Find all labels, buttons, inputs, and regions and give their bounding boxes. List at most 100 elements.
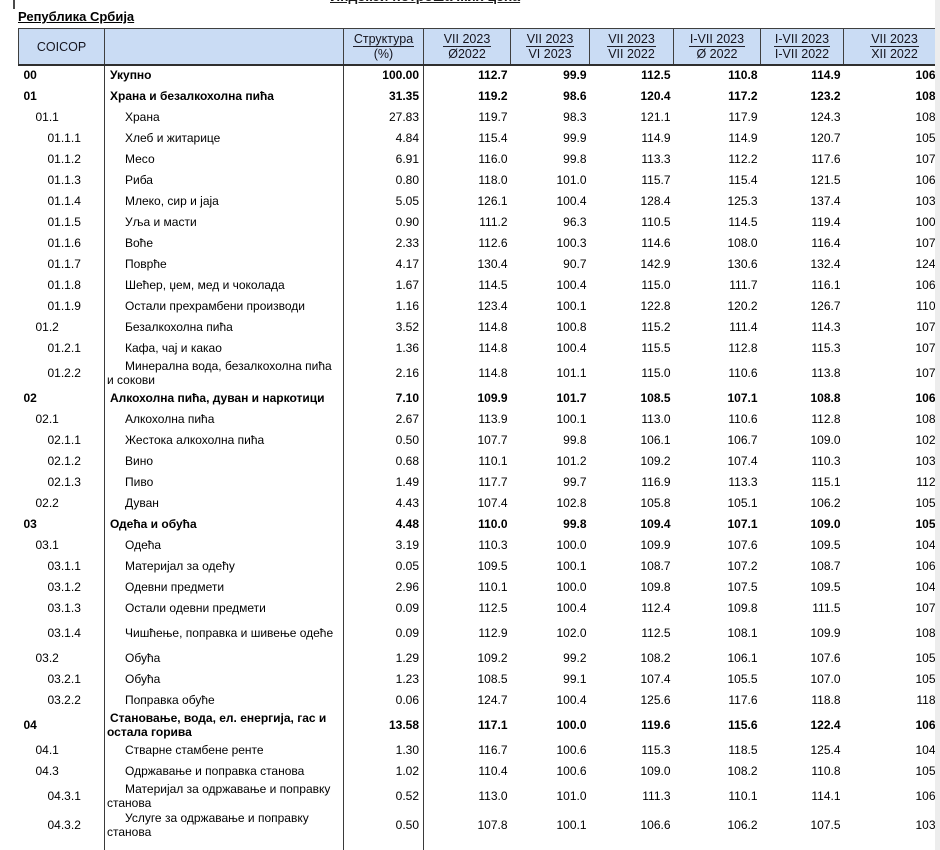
- category-name: Алкохолна пића, дуван и наркотици: [104, 388, 344, 409]
- index-value-3: 112.4: [641, 600, 671, 615]
- index-value-3: 115.5: [641, 340, 671, 355]
- index-value-1: 123.4: [477, 298, 508, 313]
- index-value-3: 114.6: [641, 235, 671, 250]
- index-value-6: 104.5: [915, 579, 940, 594]
- index-value-1: 107.7: [477, 432, 508, 447]
- index-value-6: 106.8: [915, 717, 940, 732]
- coicop-code: 02.1: [18, 409, 105, 430]
- category-name: Дуван: [104, 493, 344, 514]
- index-value-3: 128.4: [640, 193, 671, 208]
- index-value-5: 122.4: [810, 717, 841, 732]
- index-value-6: 124.5: [915, 256, 940, 271]
- index-value-5: 118.8: [811, 692, 841, 707]
- structure-value: 1.67: [343, 275, 424, 296]
- index-4-denominator: Ø 2022: [696, 47, 738, 61]
- index-value-2: 99.2: [563, 650, 587, 665]
- index-value-3: 108.2: [640, 650, 671, 665]
- structure-value: 4.17: [343, 254, 424, 275]
- index-value-2: 100.1: [556, 558, 587, 573]
- index-value-6: 106.5: [915, 558, 940, 573]
- page-title: Индекси потрошачких цена: [330, 0, 520, 4]
- category-name: Поврће: [104, 254, 344, 275]
- structure-value: [343, 840, 424, 850]
- index-value-1: 110.1: [478, 579, 508, 594]
- category-name: Одећа и обућа: [104, 514, 344, 535]
- structure-value: 27.83: [343, 107, 424, 128]
- index-value-5: 107.0: [810, 671, 841, 686]
- index-value-6: 102.5: [915, 432, 940, 447]
- index-value-1: [424, 840, 511, 850]
- category-name: Месо: [104, 149, 344, 170]
- index-value-4: 120.2: [727, 298, 758, 313]
- index-value-5: 132.4: [810, 256, 841, 271]
- index-value-1: 114.5: [478, 277, 508, 292]
- table-row: 01.1.4 Млеко, сир и јаја 5.05 126.1 100.…: [18, 191, 940, 212]
- table-row: 02.1 Алкохолна пића 2.67 113.9 100.1 113…: [18, 409, 940, 430]
- index-value-2: 100.4: [556, 193, 587, 208]
- table-row: 02.1.3 Пиво 1.49 117.7 99.7 116.9 113.3 …: [18, 472, 940, 493]
- index-value-1: 112.7: [478, 68, 508, 83]
- index-value-5: 108.8: [810, 390, 841, 405]
- table-row: 02.1.2 Вино 0.68 110.1 101.2 109.2 107.4…: [18, 451, 940, 472]
- table-row: 03.1 Одећа 3.19 110.3 100.0 109.9 107.6 …: [18, 535, 940, 556]
- table-row: 01.2.2 Минерална вода, безалкохолна пића…: [18, 359, 940, 388]
- index-value-1: 109.5: [477, 558, 508, 573]
- index-value-5: 115.3: [811, 340, 841, 355]
- index-value-3: 116.9: [641, 474, 671, 489]
- index-value-4: 106.2: [727, 817, 758, 832]
- index-value-1: 113.9: [478, 411, 508, 426]
- index-value-4: 107.1: [727, 516, 758, 531]
- index-value-4: 114.9: [728, 130, 758, 145]
- index-5-denominator: I-VII 2022: [774, 47, 830, 61]
- index-value-1: 110.1: [478, 453, 508, 468]
- index-3-numerator: VII 2023: [607, 32, 656, 47]
- index-value-5: 114.9: [811, 68, 841, 83]
- index-value-3: 107.4: [640, 671, 671, 686]
- index-value-2: 101.0: [556, 788, 587, 803]
- table-row: 00 Укупно 100.00 112.7 99.9 112.5 110.8 …: [18, 65, 940, 86]
- structure-value: 2.16: [343, 359, 424, 388]
- index-value-6: 104.0: [915, 742, 940, 757]
- coicop-code: 03.2.2: [18, 690, 105, 711]
- coicop-code: 02.1.1: [18, 430, 105, 451]
- index-value-3: 109.2: [640, 453, 671, 468]
- index-value-5: 116.1: [811, 277, 841, 292]
- index-value-1: 117.1: [478, 717, 508, 732]
- index-1-numerator: VII 2023: [442, 32, 492, 47]
- index-value-2: 100.8: [556, 319, 587, 334]
- index-value-3: 122.8: [640, 298, 671, 313]
- header-index-4: I-VII 2023 Ø 2022: [673, 28, 761, 66]
- index-value-3: 115.2: [641, 319, 671, 334]
- clipped-page-title: Индекси потрошачких цена: [330, 0, 650, 7]
- header-row: COICOP Структура (%) VII 2023 Ø2022 VII …: [18, 28, 940, 66]
- index-value-6: 118.4: [916, 692, 940, 707]
- header-index-3: VII 2023 VII 2022: [589, 28, 674, 66]
- clipped-border-tick: [13, 0, 15, 9]
- coicop-code: 01.1.6: [18, 233, 105, 254]
- index-value-5: 109.0: [810, 516, 841, 531]
- table-row: 01.1.1 Хлеб и житарице 4.84 115.4 99.9 1…: [18, 128, 940, 149]
- index-value-6: 107.5: [915, 365, 940, 380]
- index-value-4: 108.0: [727, 235, 758, 250]
- index-value-4: 112.2: [728, 151, 758, 166]
- table-row: 03.1.1 Материјал за одећу 0.05 109.5 100…: [18, 556, 940, 577]
- index-value-6: 105.8: [915, 650, 940, 665]
- index-value-2: 99.8: [563, 151, 587, 166]
- structure-value: 1.36: [343, 338, 424, 359]
- index-value-3: 113.0: [641, 411, 671, 426]
- index-value-6: 103.5: [915, 817, 940, 832]
- category-name: Одевни предмети: [104, 577, 344, 598]
- structure-value: 0.80: [343, 170, 424, 191]
- table-row: 01.2 Безалкохолна пића 3.52 114.8 100.8 …: [18, 317, 940, 338]
- index-value-6: 108.6: [915, 625, 940, 640]
- index-value-6: 112.3: [916, 474, 940, 489]
- structure-label: Структура: [352, 32, 415, 47]
- category-name: Вино: [104, 451, 344, 472]
- index-value-2: 100.1: [556, 298, 587, 313]
- index-value-2: 100.3: [556, 235, 587, 250]
- index-value-3: 112.5: [641, 68, 671, 83]
- structure-value: 2.67: [343, 409, 424, 430]
- category-name: Становање, вода, ел. енергија, гас и ост…: [104, 711, 344, 740]
- header-index-1: VII 2023 Ø2022: [423, 28, 511, 66]
- index-value-4: 105.5: [727, 671, 758, 686]
